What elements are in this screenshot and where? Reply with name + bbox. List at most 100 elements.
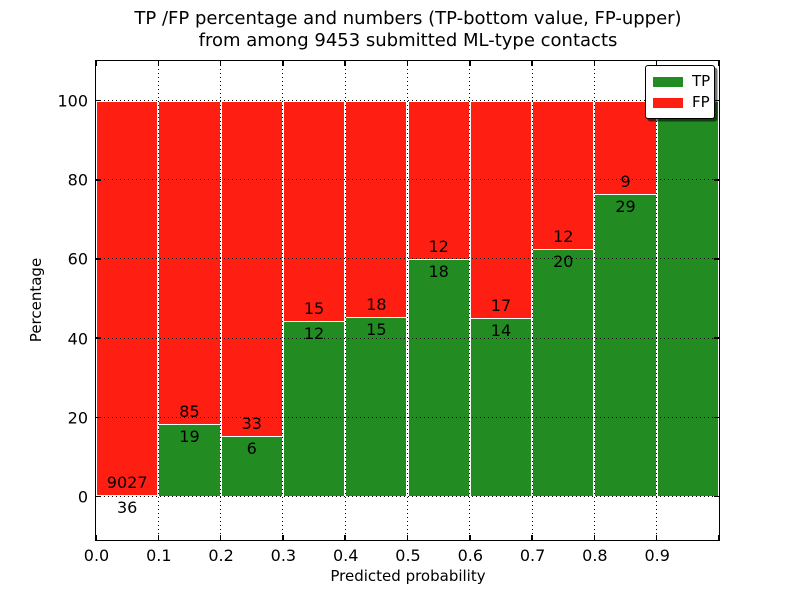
bar-segment-tp <box>469 317 533 497</box>
bar-segment-tp <box>345 316 408 497</box>
chart-title-line2: from among 9453 submitted ML-type contac… <box>198 30 618 51</box>
v-gridline <box>531 61 533 540</box>
x-tick-label: 0.9 <box>644 546 670 565</box>
x-tick-label: 0.1 <box>146 546 172 565</box>
x-tick <box>406 535 409 540</box>
bar-label-tp: 19 <box>179 427 200 447</box>
bar-label-tp: 18 <box>428 261 449 281</box>
bar-segment-tp <box>594 194 657 497</box>
tp-swatch-icon <box>653 76 683 87</box>
x-tick <box>718 61 720 66</box>
bar-label-tp: 15 <box>366 319 387 339</box>
bar-label-fp: 17 <box>490 295 512 315</box>
bar-label-fp: 12 <box>553 227 574 247</box>
x-tick <box>469 535 471 540</box>
bar-label-tp: 29 <box>615 197 636 217</box>
y-tick <box>714 99 719 102</box>
y-tick <box>714 258 719 260</box>
y-tick <box>96 258 101 260</box>
x-tick <box>531 61 533 66</box>
bar-label-tp: 36 <box>116 497 138 517</box>
x-tick <box>593 535 596 540</box>
x-tick <box>157 535 160 540</box>
bar-segment-tp <box>96 494 159 497</box>
x-tick-label: 0.8 <box>582 546 608 565</box>
v-gridline <box>656 61 658 540</box>
y-tick <box>96 179 101 181</box>
legend-label-fp: FP <box>692 93 710 111</box>
y-tick-label: 80 <box>67 170 88 190</box>
bar-label-tp: 20 <box>553 252 574 272</box>
x-tick-label: 0.6 <box>457 546 484 565</box>
y-tick <box>714 179 719 181</box>
fp-swatch-icon <box>653 97 683 108</box>
x-tick <box>344 61 346 66</box>
v-gridline <box>407 61 408 540</box>
y-tick-label: 0 <box>77 487 88 507</box>
v-gridline <box>220 61 222 540</box>
v-gridline <box>344 61 346 540</box>
x-axis-label: Predicted probability <box>330 567 486 585</box>
v-gridline <box>282 61 284 540</box>
y-tick <box>714 416 719 419</box>
bar-segment-fp <box>96 100 159 495</box>
y-tick <box>96 337 101 339</box>
y-tick-label: 40 <box>67 329 88 349</box>
x-tick-label: 0.2 <box>208 546 234 565</box>
v-gridline <box>469 61 471 540</box>
x-tick <box>406 61 409 66</box>
bar-segment-fp <box>220 100 283 436</box>
bar-label-fp: 12 <box>428 236 449 256</box>
bar-label-fp: 85 <box>179 402 200 422</box>
bar-segment-tp <box>656 100 719 497</box>
y-tick <box>96 495 101 498</box>
x-tick-label: 0.4 <box>332 546 359 565</box>
y-tick <box>714 495 719 498</box>
bar-segment-fp <box>532 100 595 250</box>
v-gridline <box>593 61 595 540</box>
v-gridline <box>157 61 159 540</box>
y-tick-label: 100 <box>57 91 88 111</box>
bar-segment-fp <box>469 100 533 318</box>
legend-item-fp: FP <box>653 92 710 113</box>
bar-segment-fp <box>158 100 221 425</box>
x-tick <box>157 61 160 66</box>
bar-segment-fp <box>282 100 346 321</box>
y-tick <box>96 99 101 102</box>
x-tick <box>219 61 222 66</box>
y-tick-label: 20 <box>67 408 88 428</box>
x-tick <box>655 535 658 540</box>
x-tick <box>219 535 222 540</box>
plot-area: 90273685193361512181512181714122092956TP… <box>95 60 720 541</box>
bar-label-fp: 9 <box>620 172 631 192</box>
bar-segment-tp <box>158 424 221 497</box>
bar-label-tp: 12 <box>303 323 325 343</box>
bar-label-tp: 6 <box>246 438 257 458</box>
y-tick-label: 60 <box>67 249 88 269</box>
bar-segment-fp <box>345 100 408 317</box>
y-tick <box>714 337 719 339</box>
x-tick <box>344 535 346 540</box>
bar-label-fp: 33 <box>241 413 262 433</box>
x-tick <box>95 61 97 66</box>
y-tick <box>96 416 101 419</box>
x-tick-label: 0.0 <box>83 546 110 565</box>
x-tick <box>282 61 284 66</box>
bar-segment-tp <box>220 435 283 497</box>
legend: TP FP <box>645 65 715 119</box>
x-tick <box>531 535 533 540</box>
x-tick <box>655 61 658 66</box>
bar-segment-tp <box>532 249 595 497</box>
bar-label-tp: 14 <box>490 320 512 340</box>
bar-segment-tp <box>282 320 346 497</box>
legend-item-tp: TP <box>653 71 710 92</box>
x-tick <box>718 535 720 540</box>
x-tick-label: 0.7 <box>519 546 546 565</box>
x-tick <box>95 535 97 540</box>
bar-segment-tp <box>407 258 470 497</box>
chart-title: TP /FP percentage and numbers (TP-bottom… <box>134 8 681 52</box>
bar-label-fp: 15 <box>303 298 325 318</box>
x-tick <box>282 535 284 540</box>
bar-label-fp: 9027 <box>106 472 148 492</box>
